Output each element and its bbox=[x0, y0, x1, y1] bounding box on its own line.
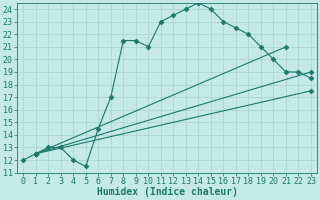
X-axis label: Humidex (Indice chaleur): Humidex (Indice chaleur) bbox=[97, 187, 237, 197]
